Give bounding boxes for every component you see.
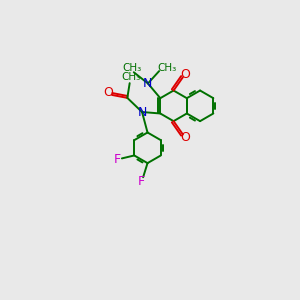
Text: N: N	[143, 77, 153, 90]
Text: O: O	[103, 86, 113, 99]
Text: CH₃: CH₃	[158, 63, 177, 73]
Text: CH₃: CH₃	[123, 63, 142, 73]
Text: O: O	[180, 68, 190, 81]
Text: O: O	[180, 131, 190, 144]
Text: F: F	[114, 153, 121, 167]
Text: F: F	[138, 176, 145, 188]
Text: CH₃: CH₃	[122, 72, 141, 82]
Text: N: N	[137, 106, 147, 118]
